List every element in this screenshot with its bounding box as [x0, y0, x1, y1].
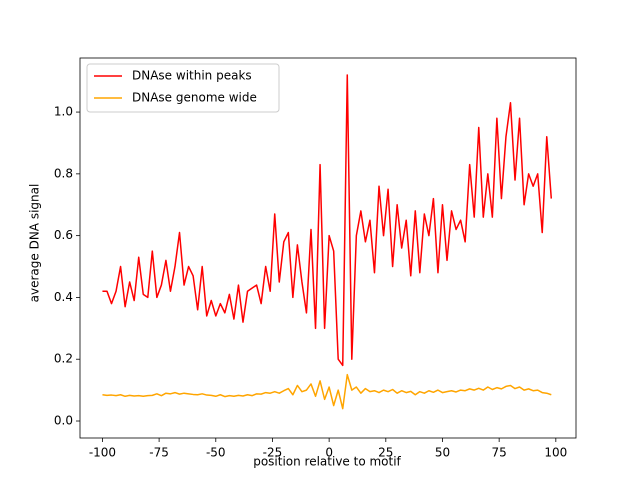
legend-box — [86, 63, 280, 113]
x-axis-label: position relative to motif — [253, 455, 401, 469]
x-tick-label: -50 — [206, 446, 226, 460]
x-tick-label: 0 — [325, 446, 333, 460]
data-line — [102, 74, 553, 367]
y-axis-label: average DNA signal — [28, 184, 42, 303]
plot-frame — [79, 57, 577, 439]
x-tick-label: 100 — [544, 446, 567, 460]
legend: DNAse within peaks DNAse genome wide — [86, 63, 280, 113]
y-tick-label: 1.0 — [54, 105, 73, 119]
data-line — [102, 373, 552, 410]
legend-label: DNAse within peaks — [132, 69, 252, 83]
x-tick-label: -75 — [149, 446, 169, 460]
y-tick-label: 0.0 — [54, 414, 73, 428]
y-tick-label: 0.2 — [54, 352, 73, 366]
y-tick-label: 0.8 — [54, 166, 73, 180]
x-tick-label: 75 — [492, 446, 507, 460]
x-tick-label: 25 — [378, 446, 393, 460]
x-tick-label: 50 — [435, 446, 450, 460]
legend-label: DNAse genome wide — [132, 91, 257, 105]
x-tick-label: -100 — [89, 446, 116, 460]
y-tick-label: 0.6 — [54, 228, 73, 242]
y-tick-label: 0.4 — [54, 290, 73, 304]
x-tick-label: -25 — [263, 446, 283, 460]
